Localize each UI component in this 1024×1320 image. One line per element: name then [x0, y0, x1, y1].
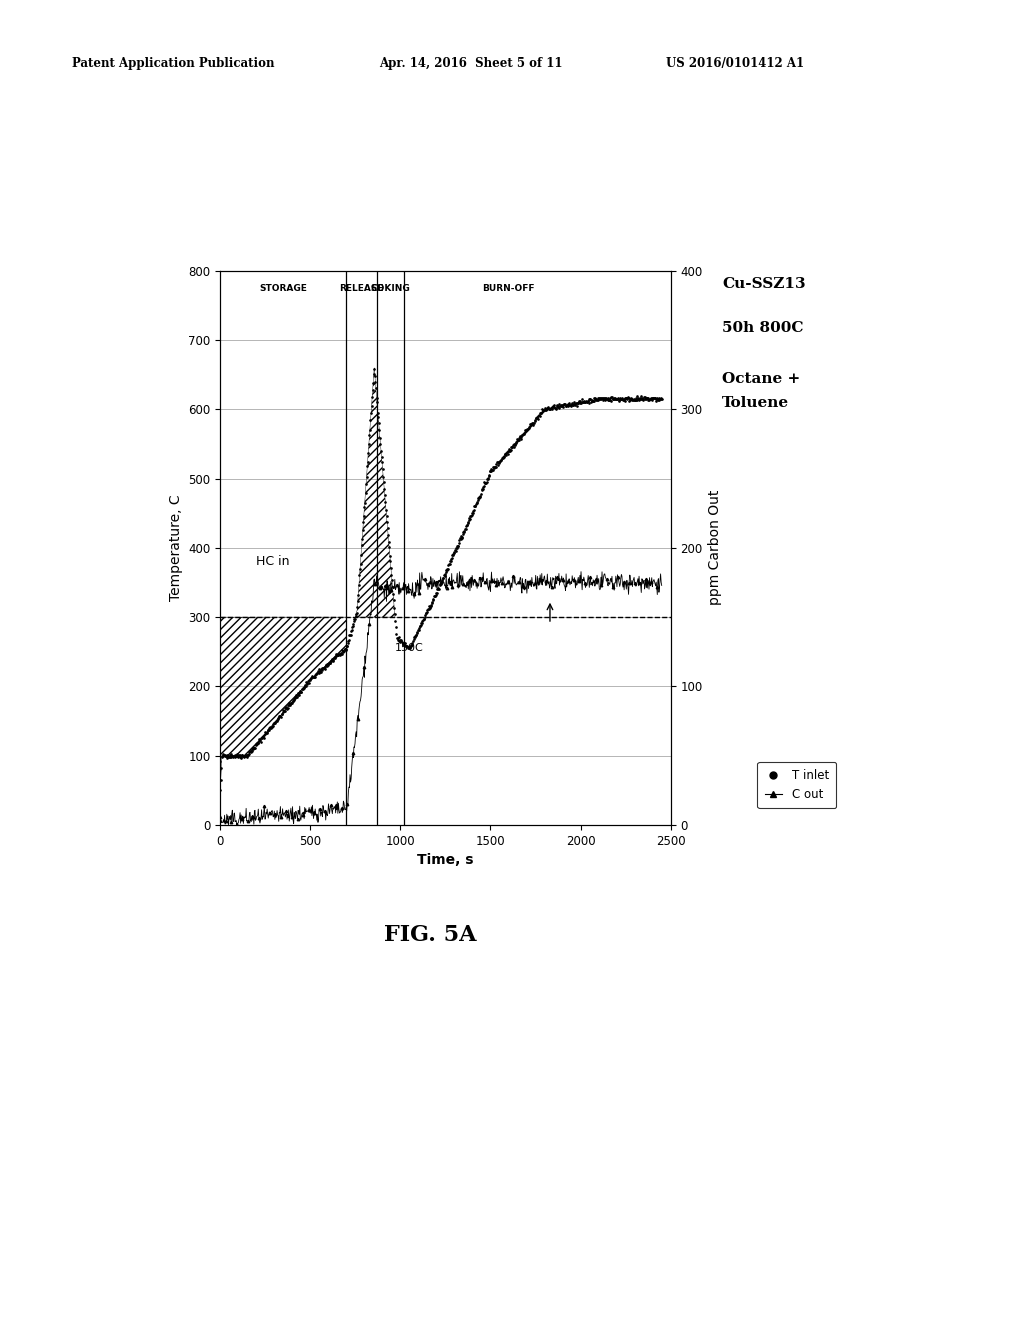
Text: HC in: HC in: [256, 556, 290, 568]
Text: FIG. 5A: FIG. 5A: [384, 924, 476, 946]
Text: STORAGE: STORAGE: [259, 284, 307, 293]
Text: 150C: 150C: [395, 643, 424, 653]
Text: BURN-OFF: BURN-OFF: [482, 284, 535, 293]
Text: Apr. 14, 2016  Sheet 5 of 11: Apr. 14, 2016 Sheet 5 of 11: [379, 57, 562, 70]
Text: COKING: COKING: [371, 284, 411, 293]
Y-axis label: Temperature, C: Temperature, C: [169, 495, 182, 601]
Legend: T inlet, C out: T inlet, C out: [758, 762, 836, 808]
Text: Cu-SSZ13: Cu-SSZ13: [722, 277, 806, 292]
Y-axis label: ppm Carbon Out: ppm Carbon Out: [709, 490, 722, 606]
X-axis label: Time, s: Time, s: [417, 853, 474, 867]
Text: Toluene: Toluene: [722, 396, 790, 411]
Text: Patent Application Publication: Patent Application Publication: [72, 57, 274, 70]
Text: 50h 800C: 50h 800C: [722, 321, 804, 335]
Text: RELEASE: RELEASE: [339, 284, 384, 293]
Text: US 2016/0101412 A1: US 2016/0101412 A1: [666, 57, 804, 70]
Text: Octane +: Octane +: [722, 372, 800, 387]
